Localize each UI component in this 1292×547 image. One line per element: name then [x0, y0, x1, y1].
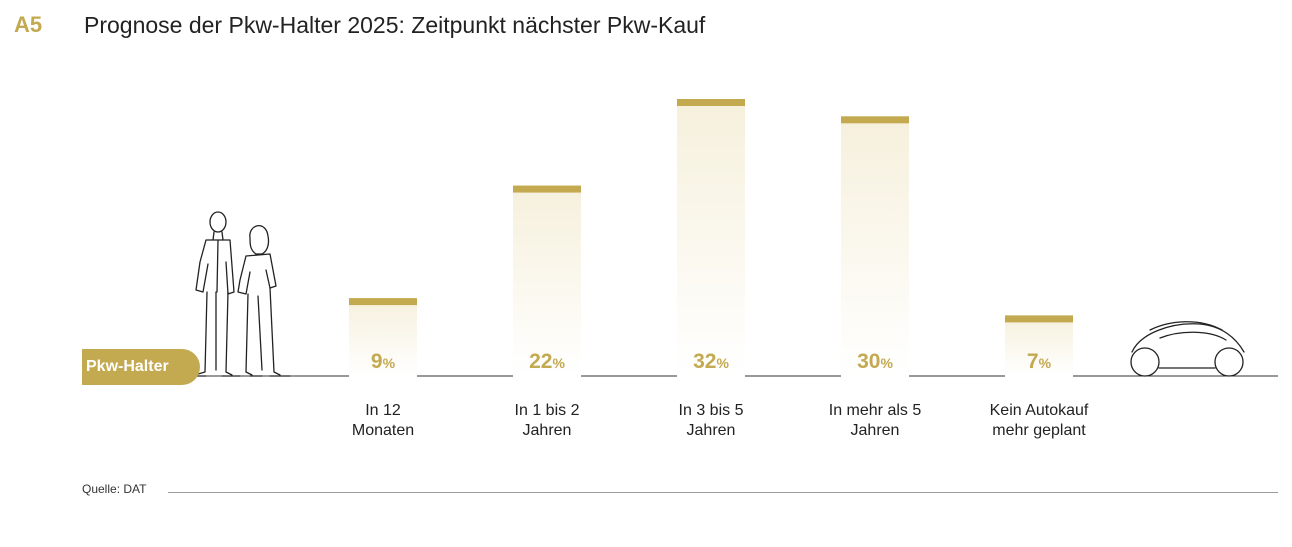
- bar: [841, 116, 909, 376]
- bar: [677, 99, 745, 376]
- category-label-line: mehr geplant: [992, 422, 1086, 439]
- figure-id: A5: [14, 12, 43, 37]
- chart-title: Prognose der Pkw-Halter 2025: Zeitpunkt …: [84, 12, 706, 38]
- category-label-line: Jahren: [686, 422, 736, 439]
- car-icon: [1130, 321, 1245, 377]
- bar: [513, 185, 581, 376]
- data-label-unit: %: [1038, 355, 1052, 371]
- category-label-line: Monaten: [351, 422, 415, 439]
- data-label: 7%: [1004, 350, 1074, 374]
- source-divider: [168, 492, 1278, 493]
- data-label: 30%: [840, 350, 910, 374]
- data-label-unit: %: [716, 355, 729, 371]
- data-label-unit: %: [382, 355, 396, 371]
- bar: [349, 298, 417, 376]
- bar-cap: [1005, 315, 1073, 323]
- bar-cap: [349, 298, 417, 306]
- category-label: Kein Autokauf mehr geplant: [974, 401, 1104, 441]
- bar-cap: [677, 99, 745, 106]
- holder-label-text: Pkw-Halter: [86, 358, 169, 375]
- category-label-line: In 1 bis 2: [514, 402, 580, 419]
- category-label-line: Jahren: [522, 422, 572, 439]
- bar-cap: [841, 116, 909, 124]
- bars-group: [349, 99, 1073, 376]
- category-label: In 1 bis 2 Jahren: [482, 401, 612, 441]
- category-label: In mehr als 5 Jahren: [810, 401, 940, 441]
- data-label-unit: %: [880, 355, 893, 371]
- category-label-line: Jahren: [850, 422, 900, 439]
- data-label: 32%: [676, 350, 746, 374]
- data-label-value: 9: [370, 350, 383, 373]
- data-label-value: 7: [1026, 350, 1039, 373]
- data-label-value: 32: [693, 350, 717, 373]
- bar-cap: [513, 185, 581, 193]
- data-label: 22%: [512, 350, 582, 374]
- data-label: 9%: [348, 350, 418, 374]
- holder-label: Pkw-Halter: [82, 349, 200, 385]
- category-label: In 3 bis 5 Jahren: [646, 401, 776, 441]
- data-label-value: 22: [529, 350, 553, 373]
- people-icon: [189, 211, 291, 377]
- category-label: In 12 Monaten: [318, 401, 448, 441]
- category-label-line: In 12: [365, 402, 401, 419]
- category-label-line: In mehr als 5: [828, 402, 922, 419]
- category-label-line: Kein Autokauf: [989, 402, 1089, 419]
- data-label-unit: %: [552, 355, 565, 371]
- data-label-value: 30: [857, 350, 881, 373]
- source-note: Quelle: DAT: [82, 482, 147, 496]
- bar: [1005, 315, 1073, 376]
- category-label-line: In 3 bis 5: [678, 402, 744, 419]
